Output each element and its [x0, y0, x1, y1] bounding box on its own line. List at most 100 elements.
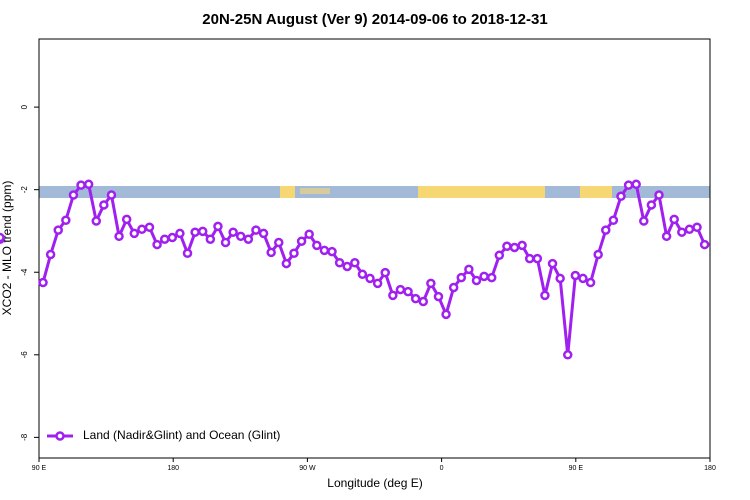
point: [403, 286, 413, 297]
series-line: [41, 182, 707, 355]
point: [646, 200, 657, 210]
point: [464, 264, 474, 275]
point: [38, 277, 48, 288]
y-tick-label: -6: [20, 351, 29, 359]
y-tick-label: -8: [20, 433, 29, 441]
point: [228, 227, 238, 237]
point: [418, 296, 429, 307]
point: [167, 232, 178, 243]
point: [395, 284, 406, 295]
chart-title: 20N-25N August (Ver 9) 2014-09-06 to 201…: [202, 11, 547, 28]
point: [623, 180, 634, 190]
point: [661, 231, 672, 242]
point: [471, 275, 482, 286]
point: [129, 228, 140, 239]
point: [266, 247, 276, 258]
point: [312, 240, 322, 251]
point: [684, 224, 695, 235]
point: [593, 249, 603, 260]
point: [388, 290, 398, 301]
point: [509, 242, 520, 253]
point: [631, 179, 641, 190]
point: [357, 269, 368, 280]
point: [197, 226, 208, 237]
point: [486, 272, 497, 283]
point: [547, 258, 558, 269]
point: [45, 249, 56, 260]
point: [83, 179, 94, 190]
point: [53, 225, 63, 235]
point: [380, 267, 390, 278]
point: [327, 246, 337, 257]
point: [99, 200, 109, 210]
point: [540, 290, 550, 301]
point: [205, 234, 216, 244]
x-tick-label: 180: [167, 465, 179, 472]
point: [578, 273, 588, 284]
point: [692, 222, 702, 232]
point: [479, 271, 489, 282]
y-axis-label: XCO2 - MLO trend (ppm): [0, 181, 14, 316]
y-tick-label: -4: [20, 268, 29, 276]
point: [76, 180, 86, 190]
point: [433, 291, 444, 302]
point: [669, 214, 679, 225]
point: [251, 225, 261, 235]
x-axis-label: Longitude (deg E): [327, 476, 422, 490]
x-tick-label: 90 E: [569, 465, 584, 472]
point: [608, 215, 619, 225]
point: [296, 236, 307, 247]
point: [213, 221, 223, 232]
point: [235, 231, 246, 242]
point: [699, 239, 710, 250]
point: [68, 190, 79, 200]
point: [532, 253, 543, 264]
point: [448, 282, 459, 293]
point: [152, 239, 162, 250]
x-tick-label: 180: [704, 465, 716, 472]
x-tick-label: 90 E: [32, 465, 47, 472]
point: [502, 241, 512, 251]
point: [0, 232, 5, 243]
point: [175, 228, 185, 239]
point: [106, 190, 117, 200]
x-tick-label: 0: [440, 465, 444, 472]
point: [137, 224, 147, 235]
point: [342, 261, 352, 272]
y-tick-label: -2: [20, 186, 29, 194]
point: [654, 190, 664, 200]
point: [334, 257, 345, 268]
point: [91, 216, 102, 226]
point: [258, 228, 269, 239]
point: [410, 293, 421, 304]
legend-label: Land (Nadir&Glint) and Ocean (Glint): [83, 428, 280, 442]
point: [570, 270, 581, 281]
point: [441, 309, 451, 320]
point: [220, 237, 231, 248]
point: [304, 229, 314, 240]
point: [243, 234, 254, 244]
point: [555, 273, 565, 284]
point: [182, 248, 193, 258]
x-tick-label: 90 W: [299, 465, 316, 472]
point: [365, 273, 375, 284]
point: [61, 215, 71, 225]
point: [350, 257, 360, 268]
point: [121, 214, 132, 225]
legend-marker: [55, 431, 65, 441]
point: [190, 227, 200, 237]
point: [281, 258, 292, 269]
point: [585, 277, 596, 288]
point: [144, 222, 155, 232]
point: [524, 253, 535, 264]
point: [114, 231, 124, 242]
point: [677, 227, 687, 237]
point: [289, 248, 299, 258]
map-strip: [39, 186, 710, 198]
y-tick-label: 0: [20, 104, 29, 109]
point: [517, 240, 527, 251]
point: [562, 350, 573, 360]
point: [639, 216, 649, 226]
point: [601, 225, 611, 235]
